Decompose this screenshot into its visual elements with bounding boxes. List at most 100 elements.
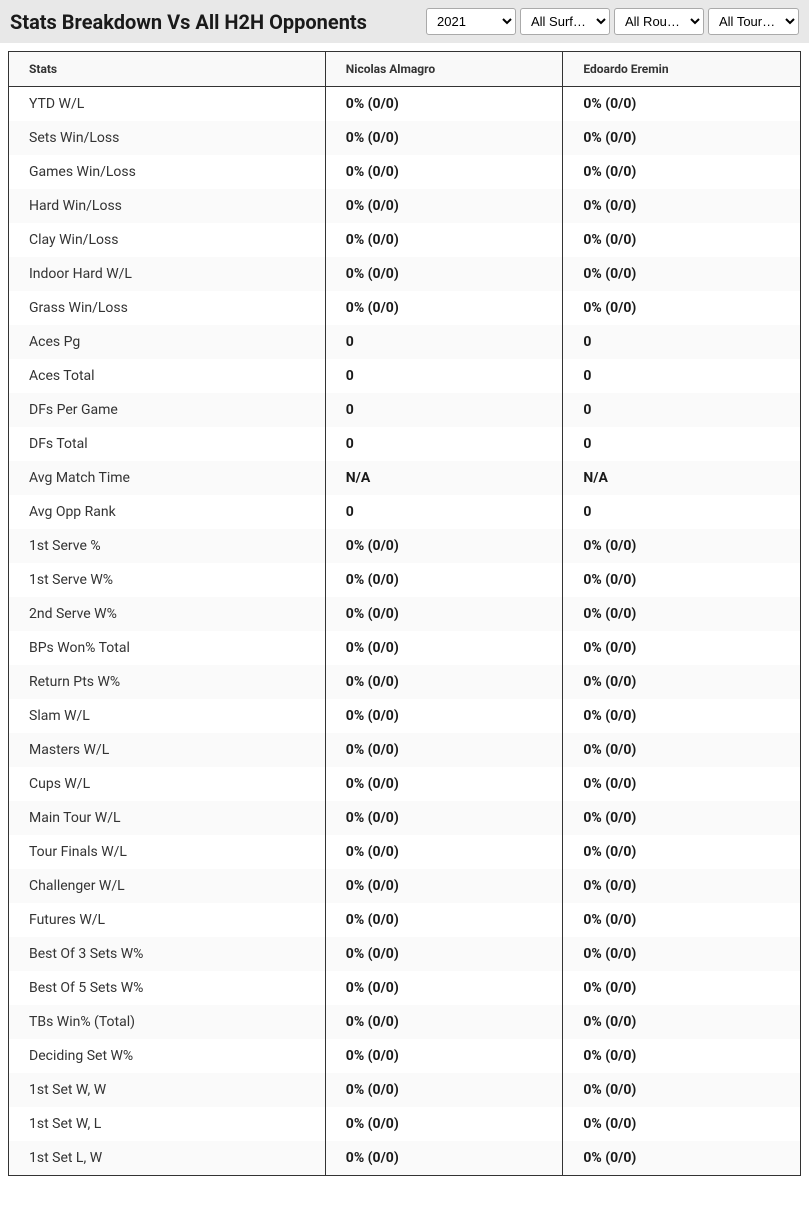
stat-value-player1: 0% (0/0) <box>325 87 563 122</box>
table-row: Indoor Hard W/L0% (0/0)0% (0/0) <box>9 257 801 291</box>
table-row: Masters W/L0% (0/0)0% (0/0) <box>9 733 801 767</box>
stat-label: Avg Opp Rank <box>9 495 326 529</box>
stat-value-player1: 0% (0/0) <box>325 223 563 257</box>
stat-label: Clay Win/Loss <box>9 223 326 257</box>
stat-value-player1: 0% (0/0) <box>325 1107 563 1141</box>
stat-value-player1: 0% (0/0) <box>325 767 563 801</box>
stat-value-player2: 0% (0/0) <box>563 767 801 801</box>
stat-value-player1: 0% (0/0) <box>325 699 563 733</box>
column-header-player2: Edoardo Eremin <box>563 52 801 87</box>
stat-label: DFs Total <box>9 427 326 461</box>
stat-value-player1: 0% (0/0) <box>325 801 563 835</box>
stat-value-player2: 0% (0/0) <box>563 529 801 563</box>
stat-label: Main Tour W/L <box>9 801 326 835</box>
stat-value-player1: 0% (0/0) <box>325 291 563 325</box>
stat-label: Best Of 3 Sets W% <box>9 937 326 971</box>
stat-value-player1: 0% (0/0) <box>325 937 563 971</box>
stat-value-player1: 0% (0/0) <box>325 257 563 291</box>
stat-value-player1: 0% (0/0) <box>325 1005 563 1039</box>
stat-value-player2: 0% (0/0) <box>563 597 801 631</box>
table-row: Tour Finals W/L0% (0/0)0% (0/0) <box>9 835 801 869</box>
stat-label: Slam W/L <box>9 699 326 733</box>
stat-value-player1: 0% (0/0) <box>325 529 563 563</box>
table-row: 1st Set W, W0% (0/0)0% (0/0) <box>9 1073 801 1107</box>
stat-value-player2: 0 <box>563 359 801 393</box>
stat-label: 1st Serve W% <box>9 563 326 597</box>
stat-label: Avg Match Time <box>9 461 326 495</box>
stat-value-player2: 0% (0/0) <box>563 971 801 1005</box>
stat-value-player2: 0% (0/0) <box>563 1039 801 1073</box>
stat-value-player1: 0% (0/0) <box>325 903 563 937</box>
stat-value-player1: 0% (0/0) <box>325 189 563 223</box>
table-row: Best Of 3 Sets W%0% (0/0)0% (0/0) <box>9 937 801 971</box>
table-row: Best Of 5 Sets W%0% (0/0)0% (0/0) <box>9 971 801 1005</box>
stat-value-player1: 0% (0/0) <box>325 665 563 699</box>
stat-label: Return Pts W% <box>9 665 326 699</box>
stat-value-player2: 0% (0/0) <box>563 257 801 291</box>
stat-value-player1: 0 <box>325 427 563 461</box>
table-header-row: Stats Nicolas Almagro Edoardo Eremin <box>9 52 801 87</box>
stat-value-player2: N/A <box>563 461 801 495</box>
round-select[interactable]: All Rou… <box>614 8 704 35</box>
table-row: 1st Set W, L0% (0/0)0% (0/0) <box>9 1107 801 1141</box>
table-row: Avg Match TimeN/AN/A <box>9 461 801 495</box>
table-row: Sets Win/Loss0% (0/0)0% (0/0) <box>9 121 801 155</box>
stat-label: Best Of 5 Sets W% <box>9 971 326 1005</box>
column-header-stats: Stats <box>9 52 326 87</box>
stat-value-player1: 0% (0/0) <box>325 1141 563 1176</box>
stat-value-player2: 0% (0/0) <box>563 87 801 122</box>
table-row: YTD W/L0% (0/0)0% (0/0) <box>9 87 801 122</box>
table-row: 1st Serve %0% (0/0)0% (0/0) <box>9 529 801 563</box>
stat-value-player1: 0% (0/0) <box>325 733 563 767</box>
stat-value-player1: 0% (0/0) <box>325 1039 563 1073</box>
stat-label: Hard Win/Loss <box>9 189 326 223</box>
table-row: 2nd Serve W%0% (0/0)0% (0/0) <box>9 597 801 631</box>
column-header-player1: Nicolas Almagro <box>325 52 563 87</box>
stat-value-player1: 0 <box>325 325 563 359</box>
stat-value-player2: 0% (0/0) <box>563 563 801 597</box>
stat-value-player2: 0% (0/0) <box>563 801 801 835</box>
stat-value-player2: 0% (0/0) <box>563 155 801 189</box>
stat-label: Aces Pg <box>9 325 326 359</box>
stat-label: 2nd Serve W% <box>9 597 326 631</box>
table-row: BPs Won% Total0% (0/0)0% (0/0) <box>9 631 801 665</box>
table-row: Futures W/L0% (0/0)0% (0/0) <box>9 903 801 937</box>
stat-label: BPs Won% Total <box>9 631 326 665</box>
table-row: 1st Set L, W0% (0/0)0% (0/0) <box>9 1141 801 1176</box>
stat-value-player2: 0% (0/0) <box>563 1141 801 1176</box>
table-row: DFs Per Game00 <box>9 393 801 427</box>
stat-value-player2: 0% (0/0) <box>563 699 801 733</box>
table-row: 1st Serve W%0% (0/0)0% (0/0) <box>9 563 801 597</box>
stat-value-player2: 0 <box>563 427 801 461</box>
stat-label: Aces Total <box>9 359 326 393</box>
stat-value-player1: 0% (0/0) <box>325 631 563 665</box>
stat-value-player2: 0% (0/0) <box>563 223 801 257</box>
table-row: Cups W/L0% (0/0)0% (0/0) <box>9 767 801 801</box>
stat-value-player2: 0% (0/0) <box>563 733 801 767</box>
stat-label: Sets Win/Loss <box>9 121 326 155</box>
stat-label: Challenger W/L <box>9 869 326 903</box>
header-bar: Stats Breakdown Vs All H2H Opponents 202… <box>0 0 809 43</box>
year-select[interactable]: 2021 <box>426 8 516 35</box>
stat-label: Deciding Set W% <box>9 1039 326 1073</box>
stat-value-player2: 0 <box>563 325 801 359</box>
stat-label: Masters W/L <box>9 733 326 767</box>
table-row: Hard Win/Loss0% (0/0)0% (0/0) <box>9 189 801 223</box>
table-row: DFs Total00 <box>9 427 801 461</box>
table-row: Games Win/Loss0% (0/0)0% (0/0) <box>9 155 801 189</box>
stat-value-player1: 0% (0/0) <box>325 597 563 631</box>
table-row: TBs Win% (Total)0% (0/0)0% (0/0) <box>9 1005 801 1039</box>
table-container: Stats Nicolas Almagro Edoardo Eremin YTD… <box>0 43 809 1184</box>
stat-value-player1: 0% (0/0) <box>325 835 563 869</box>
surface-select[interactable]: All Surf… <box>520 8 610 35</box>
stat-value-player2: 0% (0/0) <box>563 903 801 937</box>
stat-value-player2: 0% (0/0) <box>563 189 801 223</box>
stat-label: Tour Finals W/L <box>9 835 326 869</box>
table-row: Deciding Set W%0% (0/0)0% (0/0) <box>9 1039 801 1073</box>
stat-value-player1: 0 <box>325 393 563 427</box>
stat-label: 1st Set W, L <box>9 1107 326 1141</box>
tournament-select[interactable]: All Tour… <box>708 8 799 35</box>
stats-table: Stats Nicolas Almagro Edoardo Eremin YTD… <box>8 51 801 1176</box>
stat-value-player2: 0% (0/0) <box>563 835 801 869</box>
stat-value-player2: 0% (0/0) <box>563 869 801 903</box>
